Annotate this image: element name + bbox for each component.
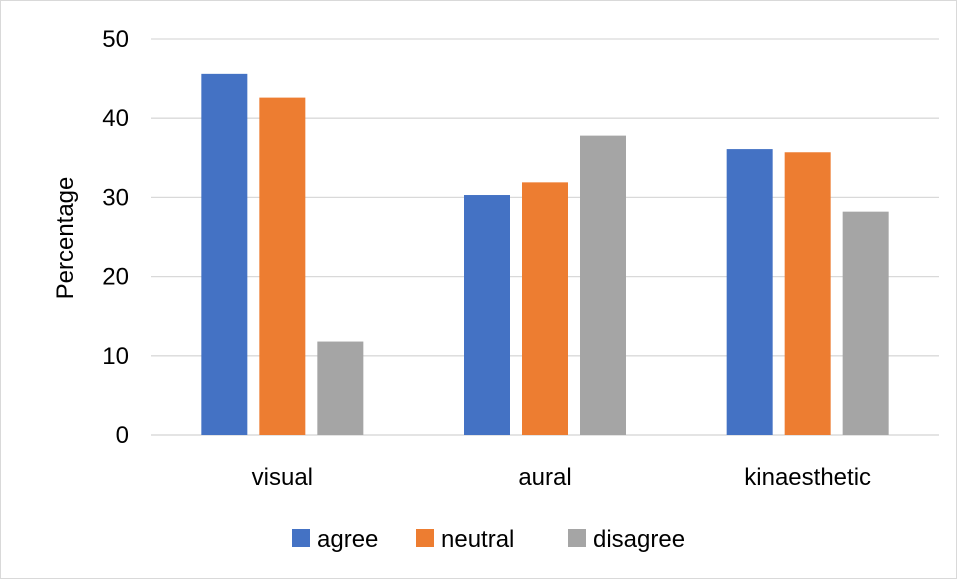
legend-label-agree: agree <box>317 526 378 553</box>
y-axis-label: Percentage <box>52 177 79 300</box>
bars <box>201 73 889 436</box>
legend-item-agree: agree <box>292 526 378 553</box>
x-tick-label-aural: aural <box>518 464 571 491</box>
bar-agree-kinaesthetic <box>726 149 773 435</box>
bar-disagree-visual <box>317 341 364 435</box>
x-tick-label-visual: visual <box>252 464 313 491</box>
bar-disagree-aural <box>580 135 626 435</box>
legend-swatch-agree <box>292 529 310 547</box>
bar-neutral-kinaesthetic <box>784 152 831 436</box>
y-tick-label: 10 <box>102 343 129 370</box>
y-tick-label: 50 <box>102 26 129 53</box>
legend-item-neutral: neutral <box>416 526 514 553</box>
x-axis-ticks: visual aural kinaesthetic <box>252 464 871 491</box>
y-tick-label: 40 <box>102 105 129 132</box>
legend-label-neutral: neutral <box>441 526 514 553</box>
y-axis-ticks: 0 10 20 30 40 50 <box>102 26 129 449</box>
legend: agree neutral disagree <box>292 526 685 553</box>
bar-agree-visual <box>201 73 248 436</box>
legend-swatch-neutral <box>416 529 434 547</box>
bar-disagree-kinaesthetic <box>842 211 889 435</box>
legend-swatch-disagree <box>568 529 586 547</box>
bar-neutral-visual <box>259 97 306 435</box>
bar-neutral-aural <box>522 182 568 435</box>
bar-agree-aural <box>464 195 510 435</box>
legend-item-disagree: disagree <box>568 526 685 553</box>
y-tick-label: 30 <box>102 184 129 211</box>
y-tick-label: 0 <box>116 422 129 449</box>
legend-label-disagree: disagree <box>593 526 685 553</box>
y-tick-label: 20 <box>102 264 129 291</box>
x-tick-label-kinaesthetic: kinaesthetic <box>744 464 871 491</box>
